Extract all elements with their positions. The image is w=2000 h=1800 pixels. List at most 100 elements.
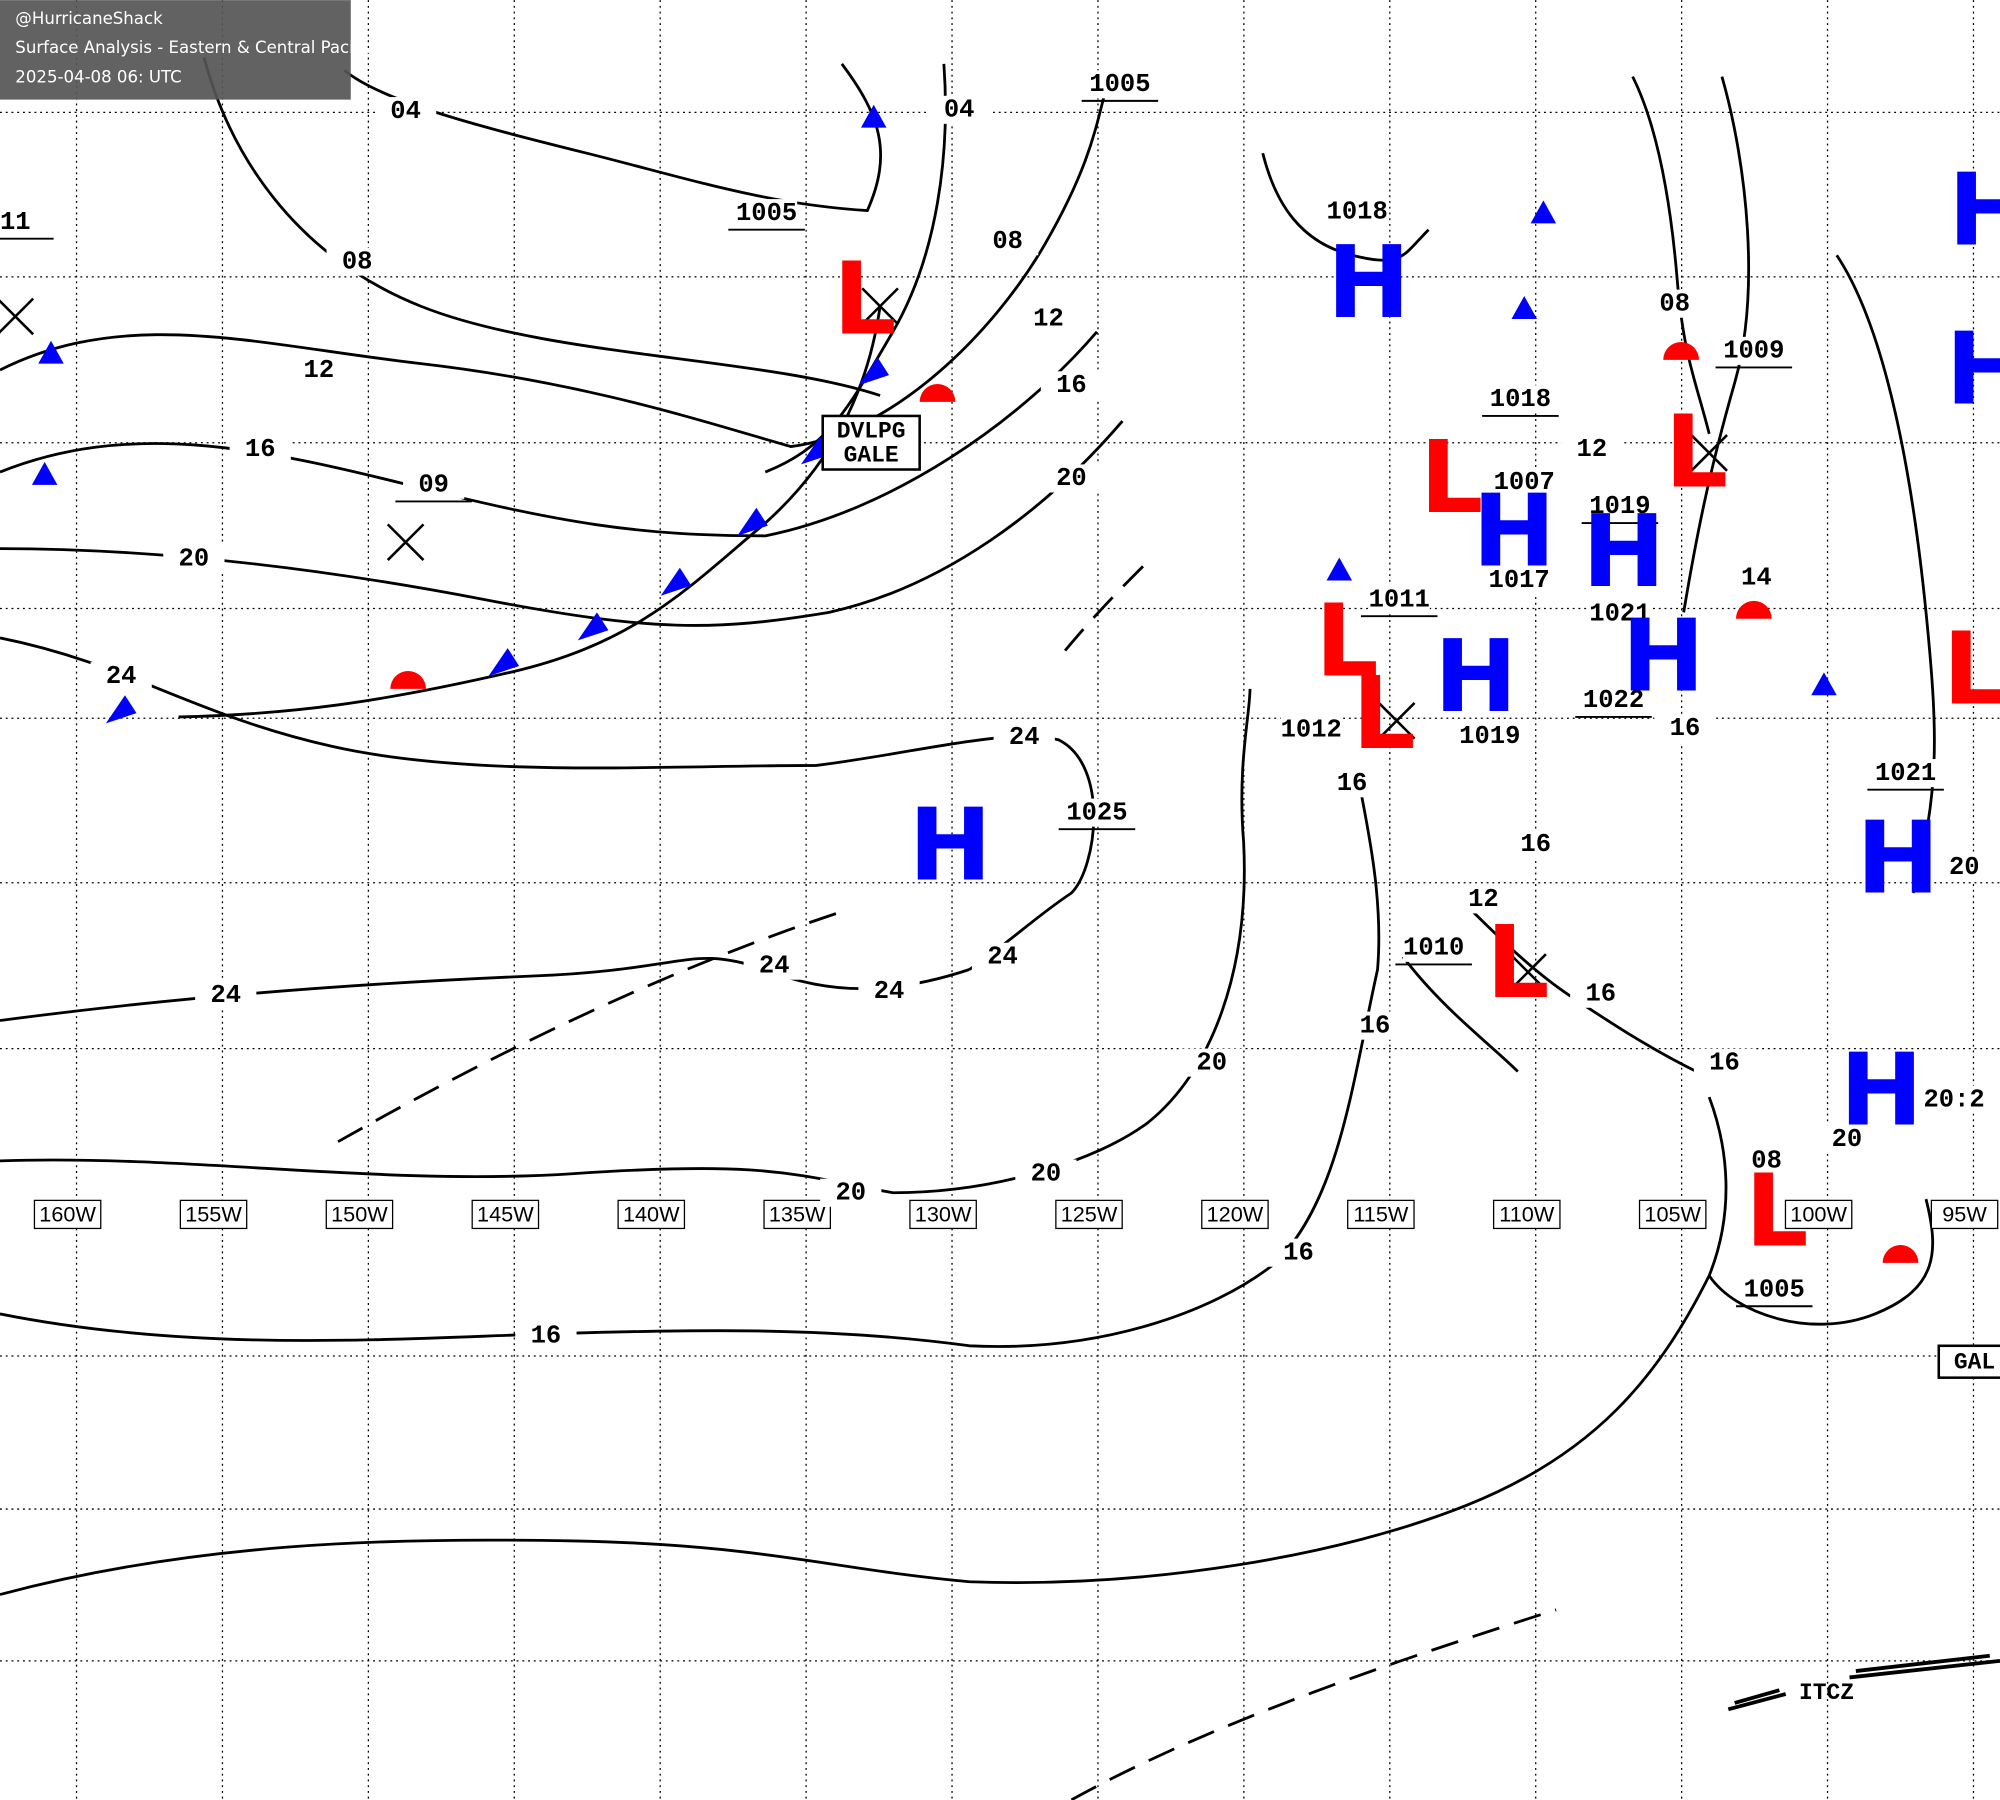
longitude-label: 125W (1061, 1201, 1118, 1226)
isobar-label: 14 (1741, 564, 1772, 593)
front-triangle (38, 340, 64, 364)
isobar-label-bg (1816, 1125, 1878, 1154)
isobar-label-bg (1933, 853, 1995, 882)
isobar (0, 688, 1252, 1195)
isobar-label-bg (229, 435, 291, 464)
isobar-label: 16 (1360, 1011, 1391, 1040)
isobar-label-bg (1561, 435, 1623, 464)
longitude-box (471, 1199, 540, 1230)
isobar-label-bg (1040, 371, 1103, 400)
isobar-label: 20:2 (1923, 1085, 1984, 1114)
isobar-label: 1009 (1723, 337, 1784, 366)
center-cross (0, 297, 35, 334)
isobar-label: 12 (304, 356, 335, 385)
isobar-label-bg (1644, 289, 1706, 318)
isobar-label: 09 (418, 471, 449, 500)
isobar-label-bg (1321, 769, 1383, 798)
isobar-label: 12 (1468, 885, 1499, 914)
isobar-label: 16 (1283, 1238, 1314, 1267)
isobar-label: 24 (874, 977, 905, 1006)
isobar-label-bg (1589, 599, 1651, 628)
isobar-label: 1022 (1583, 686, 1644, 715)
header-timestamp: 2025-04-08 06: UTC (15, 67, 181, 86)
isobar-label-bg (1723, 336, 1785, 365)
itcz-label: ITCZ (1799, 1680, 1854, 1706)
isobar-label-bg (1017, 304, 1080, 334)
labels: 160W 155W 150W 145W 140W 135W 130W 125W 120W 115W… (0, 70, 2000, 1712)
isobar-label-bg (90, 662, 152, 691)
isobar (1631, 76, 1711, 435)
trough (1063, 560, 1149, 652)
isobar-label: 04 (390, 97, 421, 126)
isobar-label: 1005 (1744, 1275, 1805, 1304)
pressure-center: L (1352, 657, 1415, 772)
isobar-label: 1017 (1489, 566, 1550, 595)
front-semicircle (390, 671, 427, 689)
isobar-label-bg (1066, 798, 1128, 827)
isobar-label-bg (1589, 492, 1651, 521)
longitude-label: 155W (185, 1201, 242, 1226)
isobar-label: 16 (1520, 830, 1551, 859)
center-cross (861, 287, 899, 326)
longitude-label: 120W (1207, 1201, 1264, 1226)
isobar-label: 08 (342, 247, 373, 276)
longitude-label: 100W (1790, 1201, 1847, 1226)
isobar-label-bg (1368, 585, 1430, 614)
isobar-label: 16 (1670, 714, 1701, 743)
isobar-label-bg (515, 1321, 577, 1350)
isobar (1261, 152, 1430, 262)
isobar-label-bg (1505, 830, 1567, 859)
front-semicircle (1735, 600, 1772, 619)
isobar-label: 1018 (1327, 198, 1388, 227)
isobar (1682, 76, 1750, 613)
isobar-label-bg (1267, 1238, 1330, 1267)
header-title: Surface Analysis - Eastern & Central Pac… (15, 38, 431, 57)
front-triangle (488, 648, 520, 677)
center-cross (1377, 702, 1416, 740)
isobar-label: 1005 (736, 199, 797, 228)
pressure-center: H (1582, 495, 1665, 610)
isobar-label: 20 (179, 545, 210, 574)
header-panel (0, 0, 351, 100)
isobar-label-bg (1693, 1048, 1756, 1077)
longitude-label: 135W (769, 1201, 826, 1226)
isobar (0, 636, 1096, 971)
isobar-label-bg (743, 951, 805, 980)
isobar-label-bg (1875, 759, 1937, 788)
longitude-label: 115W (1353, 1201, 1409, 1226)
isobar (1453, 891, 1698, 1073)
isobar-label-bg (326, 247, 388, 276)
longitude-box (325, 1199, 394, 1230)
isobar-label: 1018 (1490, 385, 1551, 414)
isobar-label: 20 (1832, 1125, 1863, 1154)
isobar-label: 1019 (1589, 492, 1650, 521)
pressure-center: L (1420, 421, 1483, 536)
gale-box-text: GALE (844, 443, 899, 469)
front-triangle (860, 104, 887, 128)
pressure-center: L (833, 243, 896, 358)
pressure-center: H (1856, 801, 1939, 916)
isobar-label-bg (1181, 1048, 1243, 1077)
isobar-label-bg (1570, 979, 1632, 1008)
pressure-center: L (1665, 396, 1728, 511)
trough (337, 908, 849, 1143)
front-triangle (577, 612, 609, 641)
pressure-center: H (1622, 600, 1705, 715)
front-triangle (1530, 200, 1557, 224)
isobar-label: 1010 (1403, 934, 1464, 963)
longitude-label: 145W (477, 1201, 534, 1226)
isobar-label-bg (1489, 385, 1552, 414)
isobar-label-bg (977, 227, 1039, 256)
isobar (0, 330, 1099, 538)
longitude-label: 105W (1644, 1201, 1701, 1226)
isobar (0, 76, 1112, 448)
isobar-label-bg (1493, 468, 1555, 497)
longitude-label: 130W (915, 1201, 972, 1226)
front-semicircle (919, 384, 956, 402)
isobar-label-bg (1040, 464, 1103, 493)
isobar-label-bg (163, 544, 225, 573)
isobar-label: 08 (1751, 1147, 1782, 1176)
pressure-center: H (1434, 620, 1517, 735)
isobar-label: 16 (531, 1321, 562, 1350)
